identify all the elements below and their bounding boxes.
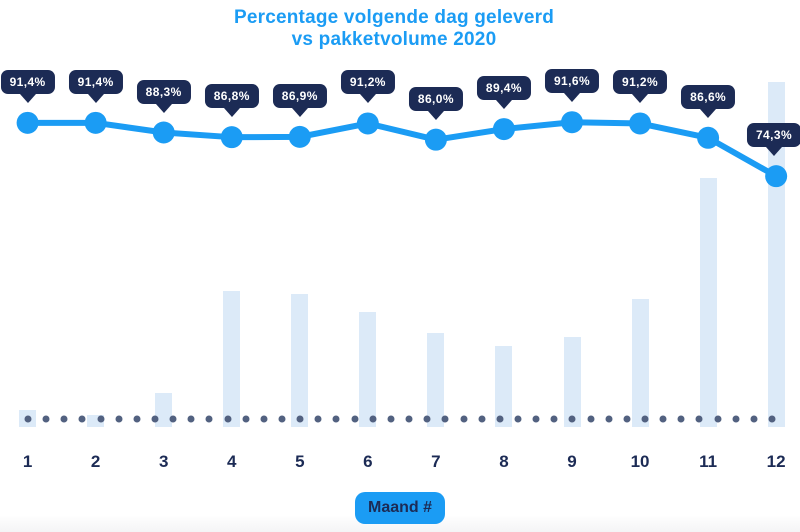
data-label-tooltip-month-8: 89,4% — [476, 76, 531, 101]
data-label-tooltip-month-10: 91,2% — [613, 70, 668, 95]
baseline-dot — [732, 415, 740, 423]
baseline-dot — [205, 415, 213, 423]
data-label-tooltip-month-12: 74,3% — [746, 123, 800, 148]
baseline-dot — [478, 415, 486, 423]
baseline-dot — [587, 415, 595, 423]
baseline-dot — [677, 415, 685, 423]
line-point-month-12 — [765, 165, 788, 188]
data-label-tooltip-month-9: 91,6% — [544, 69, 600, 94]
baseline-dot — [714, 415, 722, 423]
line-point-month-4 — [220, 126, 243, 149]
volume-bar-month-9 — [563, 336, 581, 427]
x-axis-label-month-12: 12 — [766, 452, 786, 471]
baseline-dot — [405, 415, 413, 423]
baseline-dot — [133, 415, 141, 423]
line-point-month-6 — [356, 112, 379, 135]
data-label-tooltip-month-3: 88,3% — [136, 79, 191, 104]
baseline-dot — [187, 415, 195, 423]
chart-title: Percentage volgende dag geleverd vs pakk… — [0, 7, 788, 51]
baseline-dot — [460, 415, 467, 423]
baseline-dot — [423, 415, 431, 423]
x-axis-label-month-9: 9 — [567, 452, 577, 471]
line-point-month-1 — [16, 111, 39, 134]
chart-title-line1: Percentage volgende dag geleverd — [233, 7, 554, 28]
baseline-dot — [78, 415, 86, 423]
x-axis-title-badge: Maand # — [354, 492, 446, 524]
volume-bar-month-6 — [359, 312, 377, 427]
baseline-dot — [332, 415, 340, 423]
baseline-dot — [260, 415, 268, 423]
line-point-month-5 — [288, 125, 311, 148]
line-point-month-8 — [492, 118, 515, 141]
baseline-dot — [387, 415, 395, 423]
data-label-tooltip-month-2: 91,4% — [68, 69, 123, 94]
data-label-tooltip-month-7: 86,0% — [408, 86, 463, 111]
baseline-dot — [496, 415, 504, 423]
baseline-dot — [42, 415, 50, 423]
baseline-dot — [242, 415, 250, 423]
volume-bar-month-5 — [291, 293, 309, 427]
delivery-line — [24, 119, 780, 180]
baseline-dot — [278, 415, 286, 423]
baseline-dot — [115, 415, 123, 423]
line-point-month-2 — [84, 111, 107, 134]
baseline-dot — [532, 415, 540, 423]
baseline-dot — [659, 415, 667, 423]
x-axis-label-month-3: 3 — [158, 452, 169, 471]
baseline-dot — [169, 415, 177, 423]
baseline-dot — [514, 415, 522, 423]
x-axis-label-month-6: 6 — [363, 452, 373, 471]
x-axis-label-month-11: 11 — [699, 452, 718, 471]
baseline-dot — [750, 415, 758, 423]
baseline-dot — [605, 415, 613, 423]
x-axis-label-month-8: 8 — [499, 452, 509, 471]
baseline-dot — [97, 415, 105, 423]
line-point-month-3 — [152, 121, 175, 144]
baseline-dot — [550, 415, 558, 423]
baseline-dot — [623, 415, 631, 423]
x-axis-label-month-4: 4 — [227, 452, 237, 471]
line-point-month-11 — [697, 126, 720, 149]
line-point-month-9 — [561, 111, 583, 134]
x-axis-label-month-7: 7 — [431, 452, 441, 471]
baseline-dot — [60, 415, 68, 423]
baseline-dot — [768, 415, 776, 423]
data-label-tooltip-month-11: 86,6% — [681, 84, 736, 109]
baseline-dot — [568, 415, 576, 423]
volume-bar-month-3 — [155, 392, 173, 427]
baseline-dot — [224, 415, 232, 423]
baseline-dot — [24, 415, 32, 423]
volume-bar-month-7 — [427, 333, 445, 427]
x-axis-label-month-5: 5 — [295, 452, 305, 471]
footer-strip — [0, 516, 800, 532]
data-label-tooltip-month-1: 91,4% — [0, 69, 55, 94]
baseline-dot — [641, 415, 649, 423]
volume-bar-month-4 — [223, 291, 241, 427]
x-axis-label-month-1: 1 — [22, 452, 33, 471]
data-label-tooltip-month-4: 86,8% — [204, 84, 259, 109]
volume-bar-month-11 — [699, 177, 717, 427]
x-axis-label-month-10: 10 — [630, 452, 650, 471]
baseline-dot — [695, 415, 703, 423]
volume-bar-month-10 — [631, 299, 649, 427]
baseline-dot — [296, 415, 304, 423]
baseline-dot — [351, 415, 359, 423]
baseline-dot — [369, 415, 377, 423]
line-point-month-7 — [424, 128, 447, 151]
data-label-tooltip-month-6: 91,2% — [340, 70, 395, 95]
baseline-dot — [151, 415, 159, 423]
data-label-tooltip-month-5: 86,9% — [272, 83, 327, 108]
chart-title-line2: vs pakketvolume 2020 — [291, 29, 497, 50]
line-point-month-10 — [629, 112, 652, 135]
baseline-dot — [314, 415, 322, 423]
volume-bar-month-8 — [495, 345, 513, 427]
baseline-dot — [441, 415, 449, 423]
x-axis-label-month-2: 2 — [90, 452, 101, 471]
